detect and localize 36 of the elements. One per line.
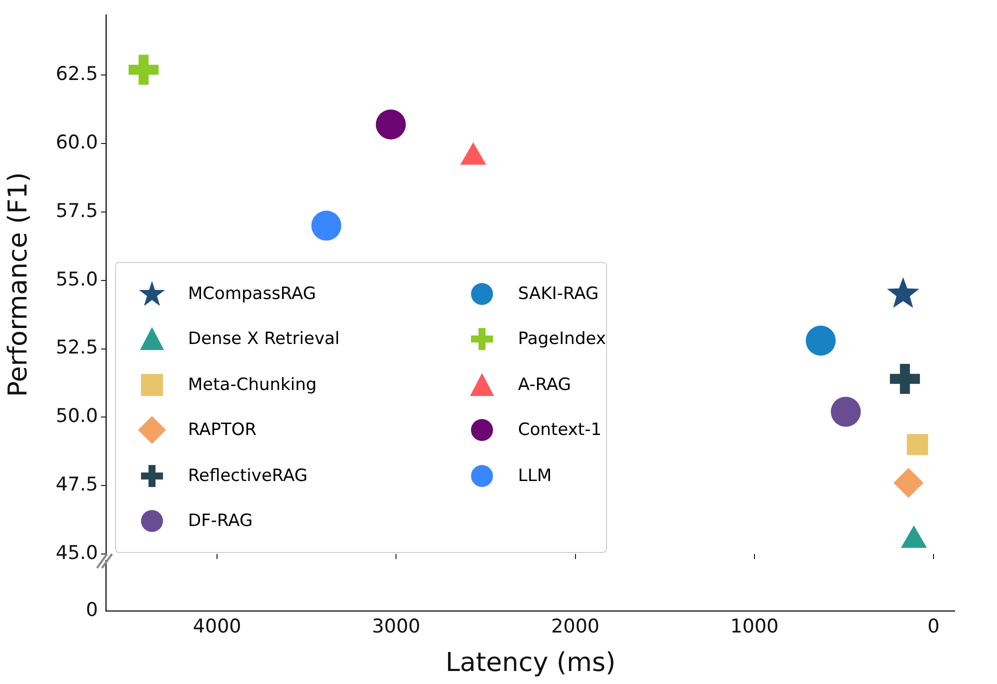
y-tick-label: 47.5 (56, 474, 98, 496)
legend-label: DF-RAG (188, 511, 253, 532)
legend-label: MCompassRAG (188, 284, 316, 304)
legend-label: PageIndex (518, 329, 606, 350)
text: 0 (86, 598, 98, 621)
x-tick-label: 3000 (372, 615, 420, 638)
legend-label: ReflectiveRAG (188, 466, 308, 486)
legend-label: A-RAG (518, 374, 572, 395)
legend-label: Context-1 (518, 420, 602, 440)
y-axis-title: Performance (F1) (3, 172, 34, 397)
legend-label: RAPTOR (188, 420, 257, 440)
point (906, 434, 928, 456)
y-tick-label: 52.5 (56, 336, 98, 359)
point (830, 396, 861, 427)
legend-label: SAKI-RAG (518, 284, 599, 304)
legend-label: Meta-Chunking (188, 374, 317, 395)
y-tick-label: 50.0 (56, 405, 98, 428)
point (890, 364, 920, 394)
x-tick-label: 2000 (551, 615, 600, 638)
y-tick-label: 55.0 (56, 268, 98, 290)
x-tick-label: 4000 (192, 615, 242, 638)
point (886, 277, 920, 308)
point (376, 109, 406, 140)
y-tick-label: 57.5 (56, 200, 98, 222)
legend-label: Dense X Retrieval (188, 329, 340, 350)
y-tick-label: 62.5 (56, 63, 98, 86)
x-tick-label: 1000 (730, 615, 779, 638)
point (806, 326, 836, 356)
point (894, 468, 924, 498)
x-axis-title: Latency (ms) (445, 648, 616, 678)
legend-label: LLM (518, 466, 552, 486)
y-tick-label: 60.0 (56, 132, 98, 154)
point (128, 54, 159, 85)
point (311, 210, 342, 241)
y-tick-label: 45.0 (56, 542, 98, 564)
x-tick-label: 0 (928, 615, 940, 638)
